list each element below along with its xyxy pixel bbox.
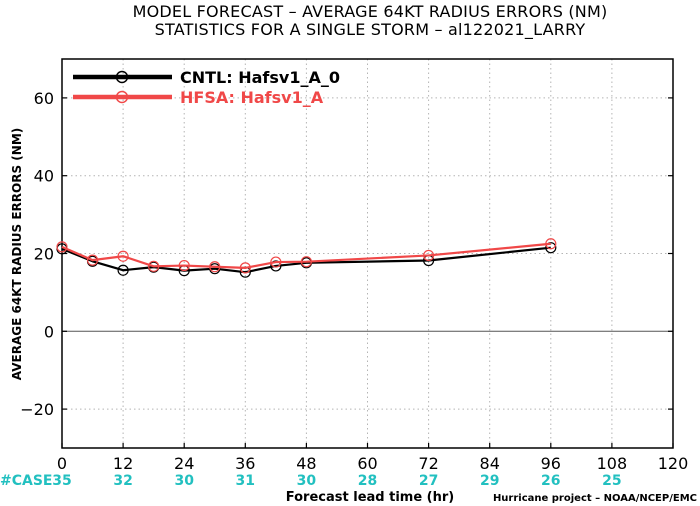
y-tick-label: −20 xyxy=(20,400,54,419)
data-point xyxy=(56,241,68,253)
case-count: 25 xyxy=(602,473,621,489)
x-tick-label: 120 xyxy=(658,454,689,473)
grid-lines xyxy=(62,59,673,448)
legend-label: HFSA: Hafsv1_A xyxy=(180,88,324,107)
x-tick-label: 72 xyxy=(418,454,438,473)
x-tick-label: 84 xyxy=(480,454,500,473)
x-tick-label: 60 xyxy=(357,454,377,473)
data-point xyxy=(239,262,251,274)
case-count: 31 xyxy=(236,473,255,489)
case-count: 30 xyxy=(297,473,317,489)
x-axis-label: Forecast lead time (hr) xyxy=(286,490,454,505)
case-count: 29 xyxy=(480,473,499,489)
x-tick-label: 12 xyxy=(113,454,133,473)
series-line-cntl xyxy=(61,246,551,274)
data-point xyxy=(300,256,312,268)
y-axis-ticks: 60 40 20 0 −20 xyxy=(20,89,673,419)
data-point xyxy=(117,264,129,276)
data-point xyxy=(545,238,557,250)
x-axis-ticks: 0 12 24 36 48 60 72 84 96 108 120 xyxy=(57,443,688,473)
data-point xyxy=(117,250,129,262)
y-tick-label: 0 xyxy=(44,322,54,341)
legend-marker xyxy=(115,70,129,84)
case-count: 26 xyxy=(541,473,560,489)
y-tick-label: 60 xyxy=(34,89,54,108)
case-count: 35 xyxy=(52,473,71,489)
series-line-hfsa xyxy=(61,242,551,269)
data-point xyxy=(86,254,99,266)
x-tick-label: 48 xyxy=(296,454,316,473)
data-point xyxy=(148,260,160,272)
data-point xyxy=(270,260,282,272)
case-counts: 35 32 30 31 30 28 27 29 26 25 xyxy=(52,473,621,489)
chart-subtitle: STATISTICS FOR A SINGLE STORM – al122021… xyxy=(155,20,586,40)
y-tick-label: 40 xyxy=(34,167,54,186)
x-tick-label: 96 xyxy=(541,454,561,473)
y-tick-label: 20 xyxy=(34,245,54,264)
data-point xyxy=(270,256,282,268)
data-point xyxy=(209,261,221,273)
x-tick-label: 24 xyxy=(174,454,194,473)
y-axis-label: AVERAGE 64KT RADIUS ERRORS (NM) xyxy=(10,128,24,380)
chart-title: MODEL FORECAST – AVERAGE 64KT RADIUS ERR… xyxy=(133,2,608,21)
legend-marker xyxy=(115,90,129,104)
data-point xyxy=(423,249,435,262)
case-count: 32 xyxy=(113,473,132,489)
series-layer xyxy=(56,238,557,278)
case-label: #CASE xyxy=(0,473,53,489)
data-point xyxy=(545,242,557,254)
credit-text: Hurricane project – NOAA/NCEP/EMC xyxy=(493,493,697,504)
case-count: 27 xyxy=(419,473,438,489)
x-tick-label: 108 xyxy=(597,454,628,473)
x-tick-label: 36 xyxy=(235,454,255,473)
legend-label: CNTL: Hafsv1_A_0 xyxy=(180,68,340,87)
data-point xyxy=(178,259,190,272)
x-tick-label: 0 xyxy=(57,454,67,473)
case-count: 30 xyxy=(174,473,194,489)
case-count: 28 xyxy=(358,473,377,489)
